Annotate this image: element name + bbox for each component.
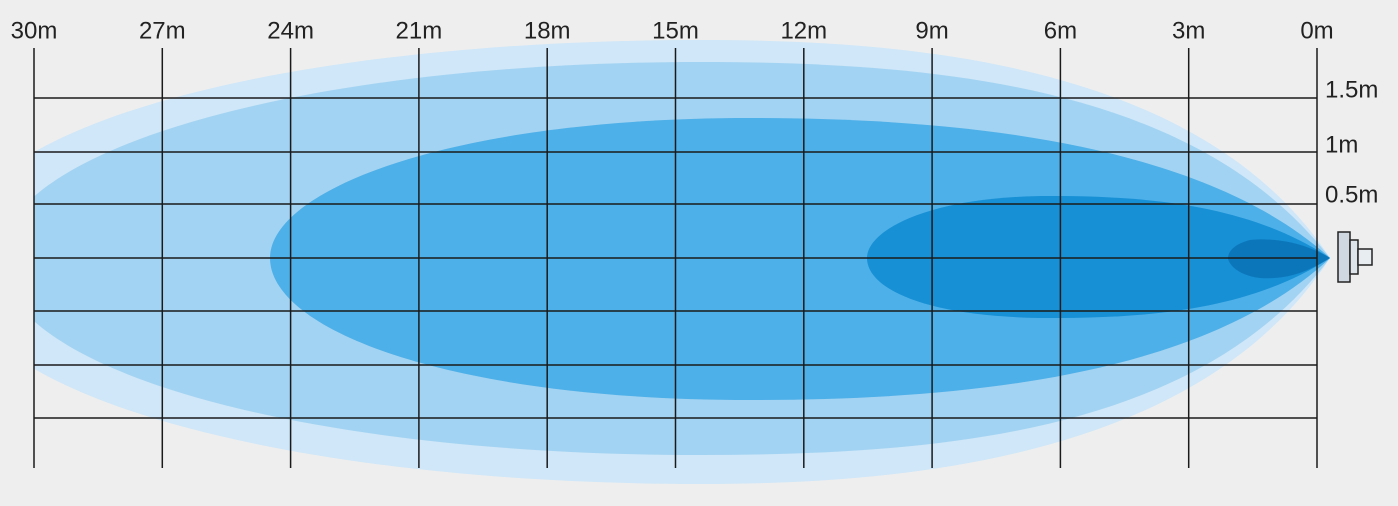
- beam-pattern: [34, 40, 1330, 484]
- x-label: 3m: [1172, 17, 1205, 44]
- y-label: 0.5m: [1325, 181, 1378, 208]
- sensor-body: [1337, 231, 1351, 283]
- x-label: 0m: [1300, 17, 1333, 44]
- x-label: 6m: [1044, 17, 1077, 44]
- beam-lobe: [1228, 239, 1330, 279]
- y-label: 1.5m: [1325, 76, 1378, 103]
- beam-lobe: [867, 196, 1330, 318]
- y-label: 1m: [1325, 131, 1358, 158]
- sensor: [1337, 231, 1373, 283]
- x-label: 27m: [139, 17, 186, 44]
- sensor-lens: [1357, 248, 1373, 266]
- x-label: 21m: [396, 17, 443, 44]
- x-label: 15m: [652, 17, 699, 44]
- x-label: 18m: [524, 17, 571, 44]
- beam-lobe: [270, 118, 1330, 400]
- x-label: 9m: [915, 17, 948, 44]
- grid: 30m 27m 24m 21m 18m 15m 12m 9m 6m 3m 0m 1.5m 1m 0.5m: [11, 17, 1378, 468]
- x-label: 12m: [780, 17, 827, 44]
- sensor-body: [1349, 239, 1359, 275]
- x-label: 30m: [11, 17, 58, 44]
- x-label: 24m: [267, 17, 314, 44]
